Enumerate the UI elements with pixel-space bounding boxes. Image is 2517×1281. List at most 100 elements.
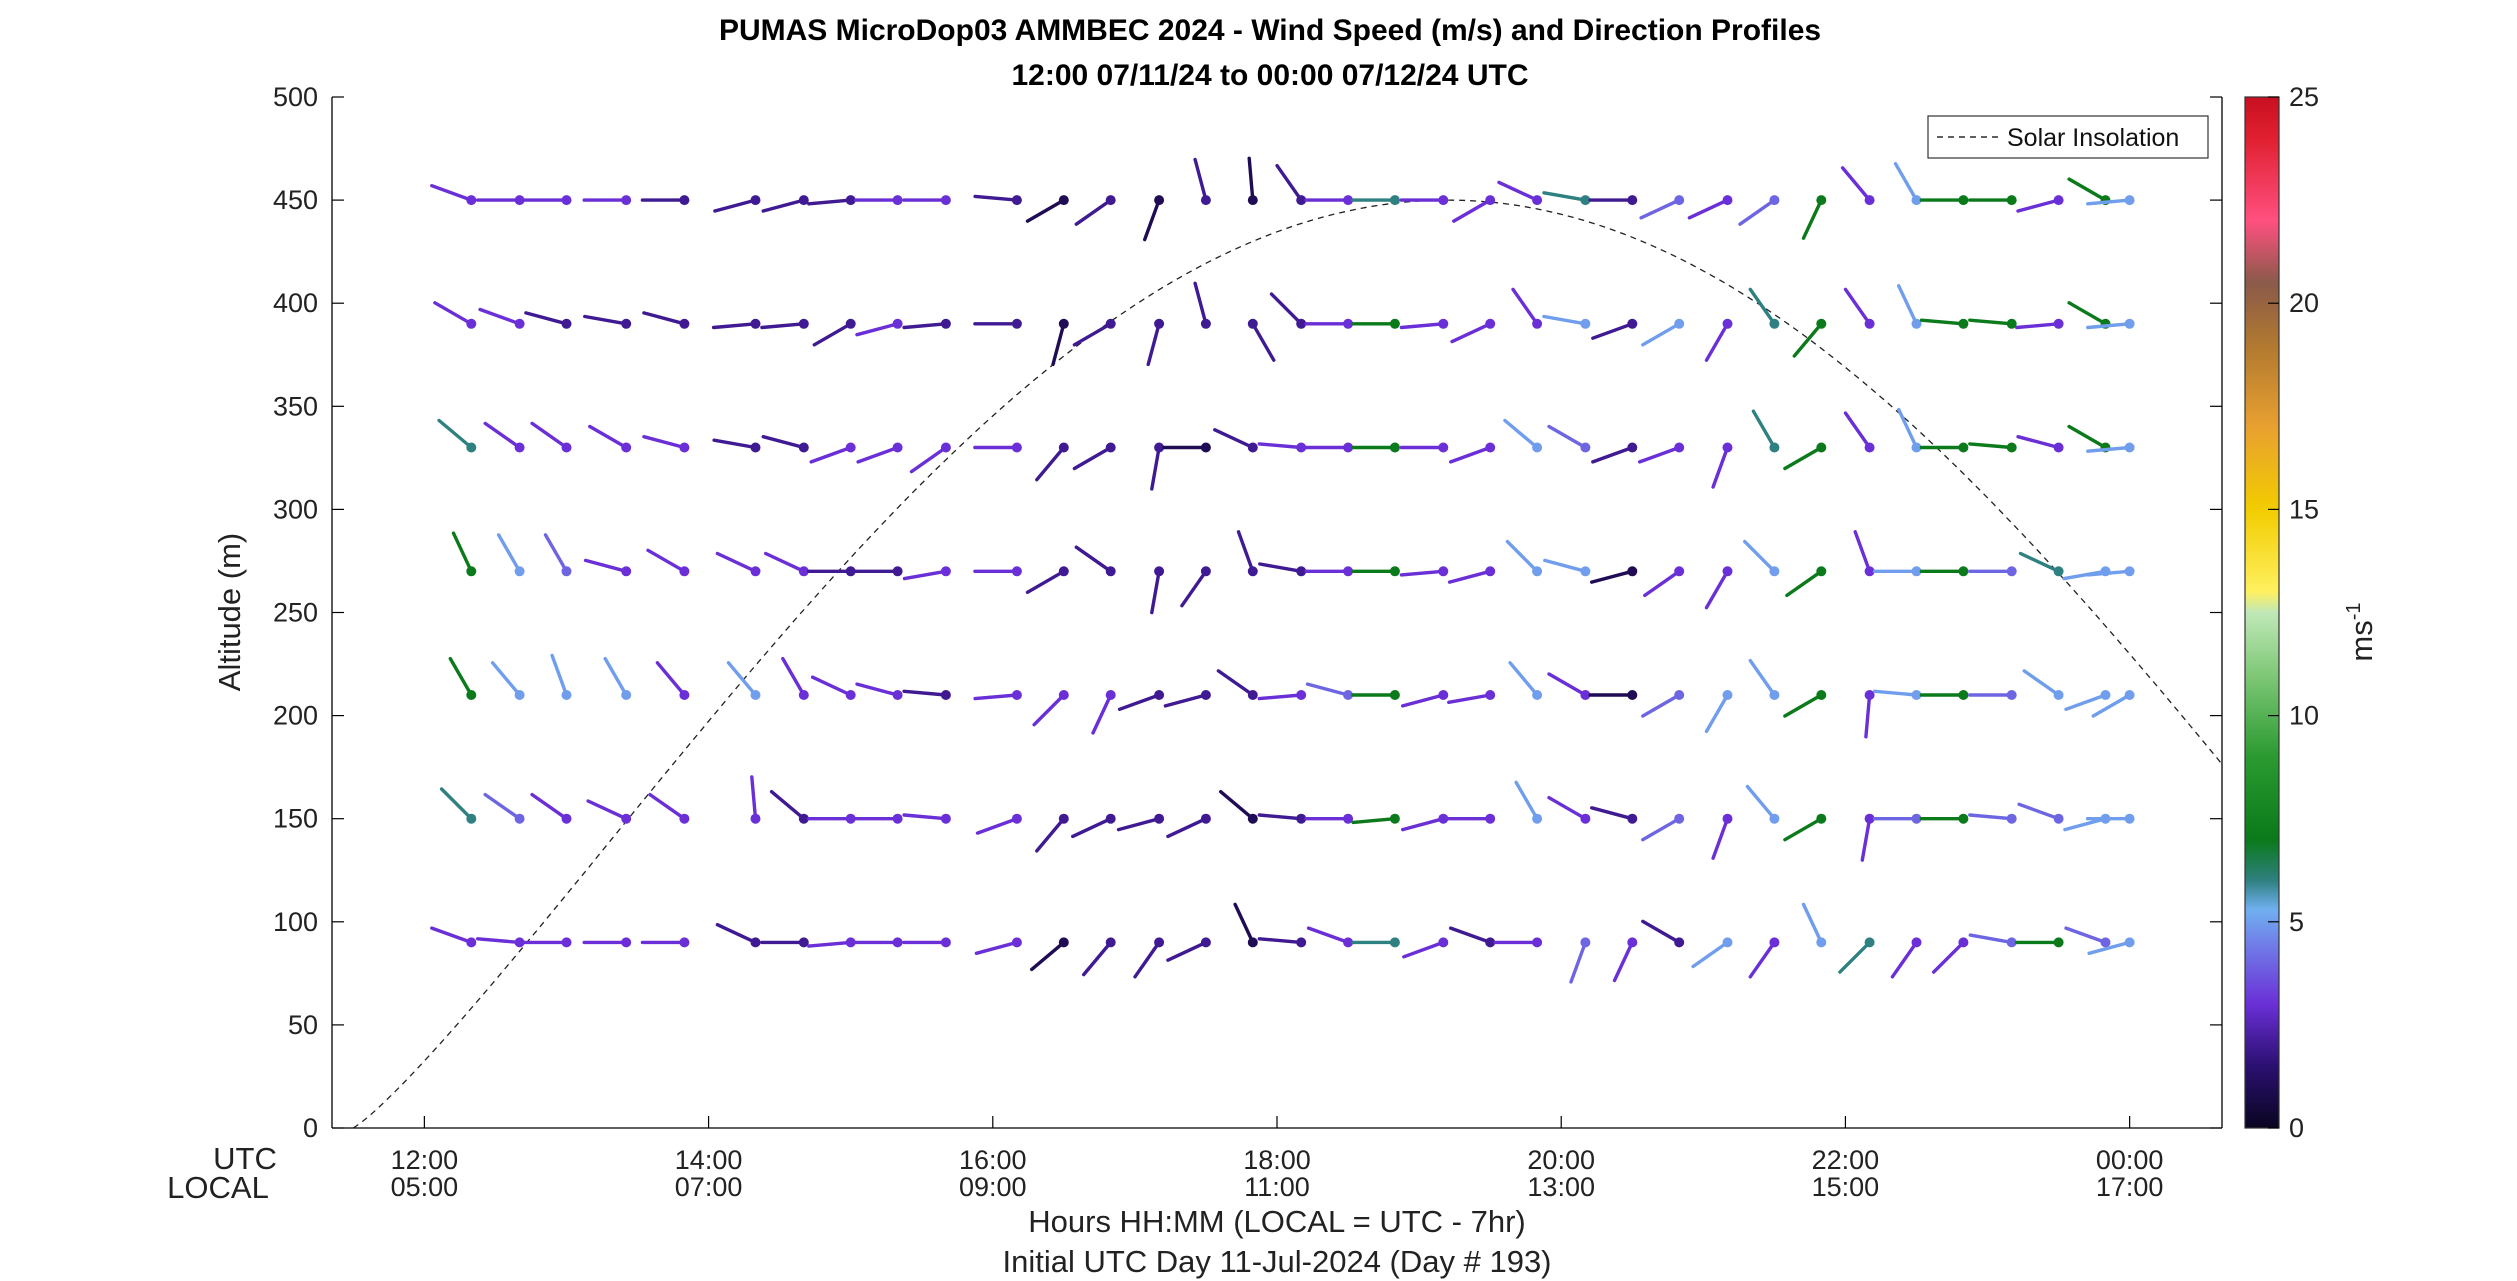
wind-barb — [902, 937, 951, 948]
wind-barb-shaft — [1589, 806, 1635, 821]
wind-barb-shaft — [1070, 817, 1113, 839]
wind-barb-point — [1058, 318, 1069, 329]
wind-barb — [1448, 442, 1496, 464]
wind-barb-shaft — [769, 790, 806, 821]
wind-barb-point — [1627, 690, 1638, 700]
wind-barb-shaft — [1400, 693, 1446, 708]
wind-barb-shaft — [902, 569, 948, 581]
chart-title: PUMAS MicroDop03 AMMBEC 2024 - Wind Spee… — [719, 14, 1821, 47]
wind-barb-shaft — [1081, 940, 1113, 977]
wind-barb — [2087, 937, 2135, 955]
wind-barb-point — [1864, 937, 1875, 948]
wind-barb-point — [1200, 195, 1211, 206]
wind-barb — [1072, 318, 1116, 347]
wind-barb-shaft — [1236, 530, 1255, 573]
wind-barb-point — [2124, 195, 2135, 206]
wind-barb — [655, 661, 690, 700]
x-tick-label-utc: 14:00 — [675, 1145, 743, 1175]
wind-barb-point — [2053, 442, 2064, 453]
wind-barb-shaft — [1257, 937, 1303, 945]
wind-barb — [1166, 813, 1211, 839]
wind-barb-point — [1011, 690, 1022, 700]
wind-barb — [810, 675, 856, 700]
wind-barb-shaft — [1860, 817, 1872, 862]
wind-barb — [1919, 690, 1969, 700]
wind-barb-shaft — [1029, 940, 1066, 972]
wind-barb — [582, 937, 632, 948]
wind-barb-point — [1296, 690, 1307, 700]
wind-barb-point — [1674, 318, 1685, 329]
wind-barb — [1351, 318, 1400, 329]
wind-barb-shaft — [1612, 940, 1635, 983]
wind-barb — [1801, 902, 1827, 948]
wind-barb-shaft — [810, 675, 853, 697]
wind-barb-shaft — [1783, 817, 1824, 842]
wind-barb-point — [1816, 195, 1827, 206]
wind-barb-shaft — [543, 533, 569, 573]
wind-barb — [1180, 566, 1211, 608]
wind-barb-point — [940, 690, 951, 700]
wind-barb-shaft — [1447, 569, 1492, 584]
wind-barb-shaft — [1074, 545, 1113, 573]
wind-barb-point — [845, 813, 856, 824]
wind-barb-point — [466, 442, 477, 453]
wind-barb-shaft — [855, 322, 900, 337]
colorbar-gradient — [2244, 96, 2280, 1129]
wind-barb-shaft — [2064, 693, 2108, 711]
wind-barb-shaft — [1448, 445, 1492, 464]
wind-barb — [2017, 802, 2064, 824]
wind-barb-point — [1154, 690, 1165, 700]
wind-barb-shaft — [1547, 424, 1588, 450]
wind-barb — [855, 682, 903, 700]
wind-barb-point — [2006, 813, 2017, 824]
wind-barb-point — [514, 442, 525, 453]
wind-barb-point — [1911, 690, 1922, 700]
wind-barb-point — [2006, 937, 2017, 948]
wind-barb-point — [1769, 937, 1780, 948]
wind-barb-point — [798, 937, 809, 948]
wind-barb-shaft — [1146, 322, 1161, 367]
wind-barb — [1691, 937, 1733, 969]
wind-barb-point — [466, 937, 477, 948]
wind-barb-point — [1911, 442, 1922, 453]
wind-barb — [1213, 428, 1258, 453]
wind-barb — [1742, 539, 1780, 577]
y-tick-label: 400 — [273, 288, 318, 318]
wind-barb — [2018, 551, 2064, 577]
wind-barb-shaft — [1931, 940, 1966, 974]
wind-barb-shaft — [761, 435, 806, 450]
wind-barb — [524, 311, 572, 329]
wind-barb-point — [1200, 937, 1211, 948]
wind-barb — [530, 792, 572, 824]
wind-barb — [1032, 690, 1069, 727]
wind-barb-point — [1722, 690, 1733, 700]
wind-barb-shaft — [781, 656, 806, 697]
y-tick-label: 200 — [273, 701, 318, 731]
wind-barb — [853, 566, 903, 577]
wind-barb — [1968, 442, 2017, 453]
wind-barb — [2086, 195, 2135, 206]
wind-barb-point — [2006, 690, 2017, 700]
wind-barb — [856, 442, 903, 464]
wind-barb-shaft — [2063, 817, 2108, 832]
wind-barb-shaft — [1257, 693, 1303, 701]
wind-barb — [1783, 442, 1827, 471]
wind-barb-shaft — [1072, 322, 1113, 347]
wind-barb-shaft — [1919, 318, 1966, 326]
wind-barb-shaft — [496, 533, 522, 573]
wind-barb-point — [1296, 442, 1307, 453]
wind-barb — [1305, 682, 1354, 700]
wind-barb — [1514, 780, 1543, 824]
wind-barb-point — [1769, 318, 1780, 329]
wind-barb — [2086, 442, 2135, 453]
wind-barb-point — [1816, 318, 1827, 329]
wind-barb — [1399, 566, 1449, 577]
wind-barb-shaft — [902, 689, 948, 697]
wind-barb-shaft — [1258, 562, 1303, 573]
wind-barb-point — [1580, 442, 1591, 453]
wind-barb — [1687, 195, 1733, 220]
wind-barb-point — [2053, 813, 2064, 824]
wind-barb — [550, 653, 572, 700]
wind-barb — [1783, 690, 1827, 718]
